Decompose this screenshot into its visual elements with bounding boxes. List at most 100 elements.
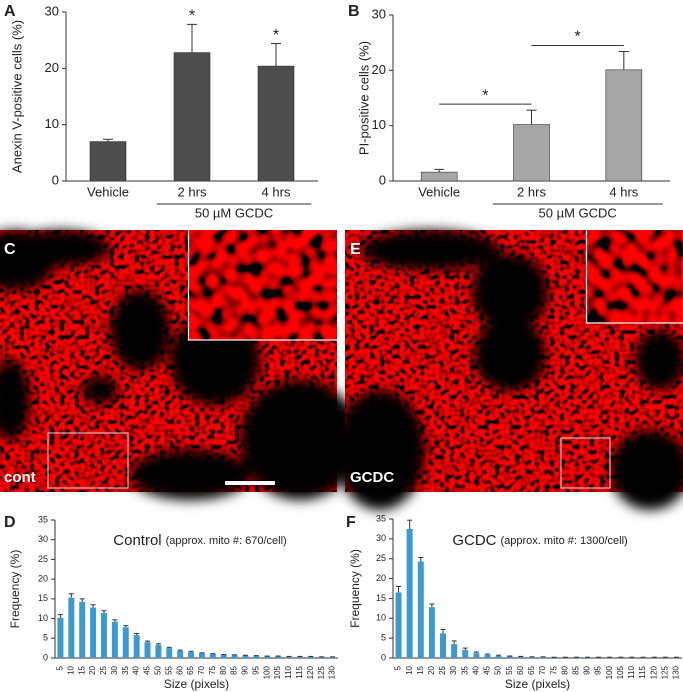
x-tick-label: 10 (405, 665, 414, 674)
x-tick-label: 75 (208, 665, 217, 674)
title-note: (approx. mito #: 670/cell) (166, 535, 287, 547)
y-tick-label: 0 (379, 172, 386, 187)
x-tick-label: 115 (638, 665, 647, 678)
x-tick-label: 20 (427, 665, 436, 674)
y-tick-label: 30 (372, 6, 386, 21)
y-tick-label: 20 (376, 573, 386, 583)
x-tick-label: 105 (273, 665, 282, 679)
y-tick-label: 25 (376, 553, 386, 563)
y-tick-label: 20 (38, 574, 48, 584)
bar (275, 656, 282, 658)
x-tick-label: 25 (99, 665, 108, 674)
x-tick-label: 130 (672, 665, 681, 679)
x-tick-label: 35 (460, 665, 469, 674)
bar (451, 644, 458, 658)
bar (133, 635, 140, 658)
y-tick-label: 35 (38, 514, 48, 524)
x-tick-label: 85 (230, 665, 239, 674)
significance-mark: * (575, 29, 581, 46)
bar (177, 650, 184, 658)
y-tick-label: 20 (372, 62, 386, 77)
x-tick-label: 125 (317, 665, 326, 679)
bar (220, 654, 227, 658)
y-tick-label: 0 (52, 172, 59, 187)
error-bar (103, 138, 113, 142)
x-tick-label: 80 (219, 665, 228, 674)
y-tick-label: 0 (381, 652, 386, 662)
significance-mark: * (273, 27, 279, 44)
x-tick-label: 105 (616, 665, 625, 679)
bar (395, 592, 402, 658)
significance-mark: * (482, 87, 488, 104)
error-bar (473, 651, 479, 654)
micrograph-control (0, 228, 360, 500)
x-axis-label: Size (pixels) (164, 677, 229, 691)
panel-letter: D (4, 514, 16, 531)
error-bar (451, 640, 457, 645)
x-tick-label: 50 (494, 665, 503, 674)
x-tick-label: 130 (328, 665, 337, 679)
bar (90, 607, 97, 658)
x-tick-label: Vehicle (87, 184, 129, 199)
error-bar (177, 649, 183, 651)
bar (484, 654, 491, 658)
x-tick-label: 2 hrs (517, 184, 546, 199)
x-tick-label: 40 (471, 665, 480, 674)
x-axis-label: Size (pixels) (505, 677, 570, 691)
error-bar (123, 625, 129, 628)
x-tick-label: 30 (110, 665, 119, 674)
y-tick-label: 10 (45, 116, 59, 131)
y-tick-label: 20 (45, 60, 59, 75)
group-label: 50 µM GCDC (195, 205, 273, 220)
x-tick-label: 45 (143, 665, 152, 674)
error-bar (396, 586, 402, 593)
x-tick-label: 95 (594, 665, 603, 674)
x-tick-label: 60 (516, 665, 525, 674)
panel-letter: E (350, 241, 361, 258)
error-bar (496, 654, 502, 657)
x-tick-label: 75 (549, 665, 558, 674)
bar (286, 656, 293, 658)
bar (540, 657, 547, 658)
error-bar (462, 647, 468, 651)
bar (57, 617, 64, 658)
error-bar (188, 650, 194, 653)
error-bar (526, 109, 537, 125)
bar (111, 621, 118, 658)
x-tick-label: 10 (66, 665, 75, 674)
bar (144, 642, 151, 658)
y-tick-label: 35 (376, 513, 386, 523)
x-tick-label: 100 (605, 665, 614, 679)
y-tick-label: 30 (45, 3, 59, 18)
x-tick-label: 110 (627, 665, 636, 678)
panel-letter: A (4, 3, 16, 20)
error-bar (187, 23, 197, 53)
error-bar (155, 643, 161, 645)
title-note: (approx. mito #: 1300/cell) (501, 535, 628, 547)
error-bar (429, 603, 435, 608)
bar (462, 650, 469, 658)
y-axis-label: Anexin V-positive cells (%) (9, 20, 24, 173)
bar (122, 627, 129, 658)
x-tick-label: 55 (505, 665, 514, 674)
bar (528, 657, 535, 658)
x-tick-label: 70 (538, 665, 547, 674)
panel-letter: B (348, 3, 360, 20)
bar (495, 656, 502, 658)
error-bar (271, 43, 281, 67)
x-tick-label: 15 (77, 665, 86, 674)
y-tick-label: 5 (381, 633, 386, 643)
x-tick-label: 60 (175, 665, 184, 674)
error-bar (145, 640, 151, 643)
title-main: GCDC (452, 532, 496, 549)
error-bar (90, 604, 96, 608)
y-tick-label: 30 (376, 533, 386, 543)
bar (166, 648, 173, 658)
error-bar (418, 557, 424, 562)
bar (79, 602, 86, 658)
bar (100, 613, 107, 658)
bar (257, 65, 295, 182)
x-tick-label: 35 (121, 665, 130, 674)
x-tick-label: 115 (295, 665, 304, 678)
x-tick-label: 120 (306, 665, 315, 679)
